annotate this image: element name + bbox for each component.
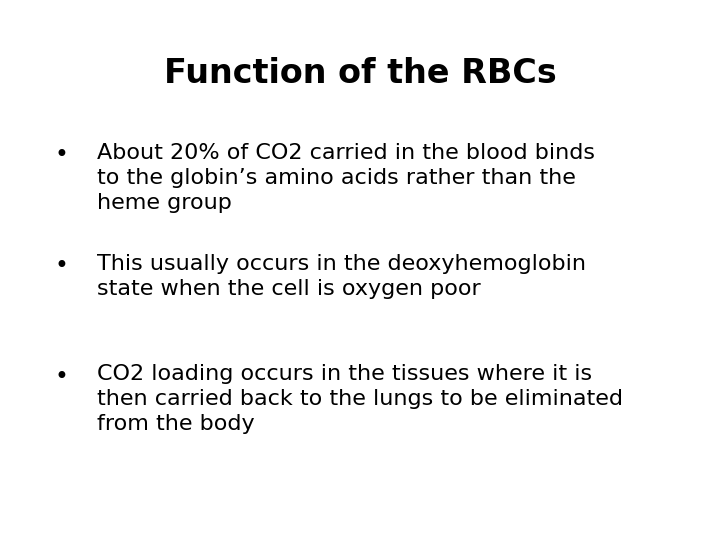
Text: CO2 loading occurs in the tissues where it is
then carried back to the lungs to : CO2 loading occurs in the tissues where … xyxy=(97,364,624,434)
Text: •: • xyxy=(54,143,68,167)
Text: •: • xyxy=(54,254,68,278)
Text: Function of the RBCs: Function of the RBCs xyxy=(163,57,557,90)
Text: About 20% of CO2 carried in the blood binds
to the globin’s amino acids rather t: About 20% of CO2 carried in the blood bi… xyxy=(97,143,595,213)
Text: •: • xyxy=(54,364,68,388)
Text: This usually occurs in the deoxyhemoglobin
state when the cell is oxygen poor: This usually occurs in the deoxyhemoglob… xyxy=(97,254,586,299)
